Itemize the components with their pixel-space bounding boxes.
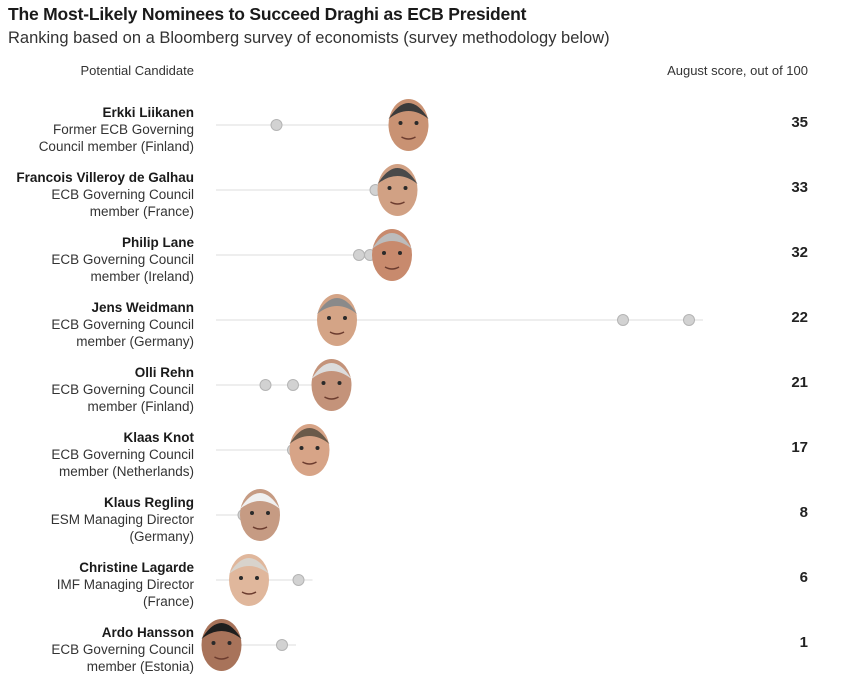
candidate-row: Christine Lagarde IMF Managing Director (F… <box>0 559 842 619</box>
score-label: 17 <box>791 439 808 456</box>
candidate-row: Philip Lane ECB Governing Council member (… <box>0 234 842 294</box>
candidate-name: Olli Rehn <box>134 365 194 380</box>
candidate-name: Christine Lagarde <box>79 560 194 575</box>
candidate-label: Klaas Knot ECB Governing Council member (N… <box>0 429 194 480</box>
candidate-row: Jens Weidmann ECB Governing Council member… <box>0 299 842 359</box>
candidate-name: Klaas Knot <box>123 430 194 445</box>
score-label: 21 <box>791 374 808 391</box>
candidate-role: ESM Managing Director <box>50 512 194 527</box>
candidate-role: ECB Governing Council <box>51 252 194 267</box>
score-column-header: August score, out of 100 <box>667 63 808 78</box>
candidate-name: Klaus Regling <box>103 495 194 510</box>
candidate-country: member (Estonia) <box>86 659 194 674</box>
candidate-column-header: Potential Candidate <box>80 63 194 78</box>
candidate-label: Jens Weidmann ECB Governing Council member… <box>0 299 194 350</box>
candidate-row: Francois Villeroy de Galhau ECB Governing… <box>0 169 842 229</box>
candidate-country: member (France) <box>89 204 194 219</box>
candidate-role: IMF Managing Director <box>56 577 194 592</box>
candidate-label: Christine Lagarde IMF Managing Director (F… <box>0 559 194 610</box>
candidate-role: ECB Governing Council <box>51 317 194 332</box>
score-label: 22 <box>791 309 808 326</box>
candidate-name: Jens Weidmann <box>91 300 194 315</box>
candidate-name: Francois Villeroy de Galhau <box>16 170 194 185</box>
candidate-country: member (Netherlands) <box>58 464 194 479</box>
candidate-role: ECB Governing Council <box>51 642 194 657</box>
score-label: 8 <box>799 504 808 521</box>
candidate-row: Klaus Regling ESM Managing Director (Germa… <box>0 494 842 554</box>
candidate-row: Ardo Hansson ECB Governing Council member … <box>0 624 842 684</box>
candidate-row: Olli Rehn ECB Governing Council member (Fi… <box>0 364 842 424</box>
score-label: 6 <box>799 569 808 586</box>
score-label: 33 <box>791 179 808 196</box>
candidate-country: member (Germany) <box>76 334 194 349</box>
candidate-country: member (Finland) <box>87 399 194 414</box>
candidate-row: Erkki Liikanen Former ECB Governing Counci… <box>0 104 842 164</box>
candidate-label: Philip Lane ECB Governing Council member (… <box>0 234 194 285</box>
score-label: 32 <box>791 244 808 261</box>
chart-title: The Most-Likely Nominees to Succeed Drag… <box>8 4 527 24</box>
candidate-role: ECB Governing Council <box>51 447 194 462</box>
candidate-label: Erkki Liikanen Former ECB Governing Counci… <box>0 104 194 155</box>
score-label: 1 <box>799 634 808 651</box>
candidate-country: member (Ireland) <box>90 269 194 284</box>
candidate-label: Francois Villeroy de Galhau ECB Governing… <box>0 169 194 220</box>
candidate-role: ECB Governing Council <box>51 187 194 202</box>
candidate-name: Philip Lane <box>121 235 194 250</box>
candidate-role: ECB Governing Council <box>51 382 194 397</box>
candidate-label: Olli Rehn ECB Governing Council member (Fi… <box>0 364 194 415</box>
candidate-role: Former ECB Governing <box>52 122 194 137</box>
chart-subtitle: Ranking based on a Bloomberg survey of e… <box>8 29 610 47</box>
candidate-label: Klaus Regling ESM Managing Director (Germa… <box>0 494 194 545</box>
candidate-name: Ardo Hansson <box>101 625 194 640</box>
candidate-country: (Germany) <box>129 529 194 544</box>
score-label: 35 <box>791 114 808 131</box>
candidate-row: Klaas Knot ECB Governing Council member (N… <box>0 429 842 489</box>
candidate-country: Council member (Finland) <box>38 139 194 154</box>
candidate-country: (France) <box>142 594 194 609</box>
candidate-label: Ardo Hansson ECB Governing Council member … <box>0 624 194 675</box>
candidate-name: Erkki Liikanen <box>102 105 194 120</box>
